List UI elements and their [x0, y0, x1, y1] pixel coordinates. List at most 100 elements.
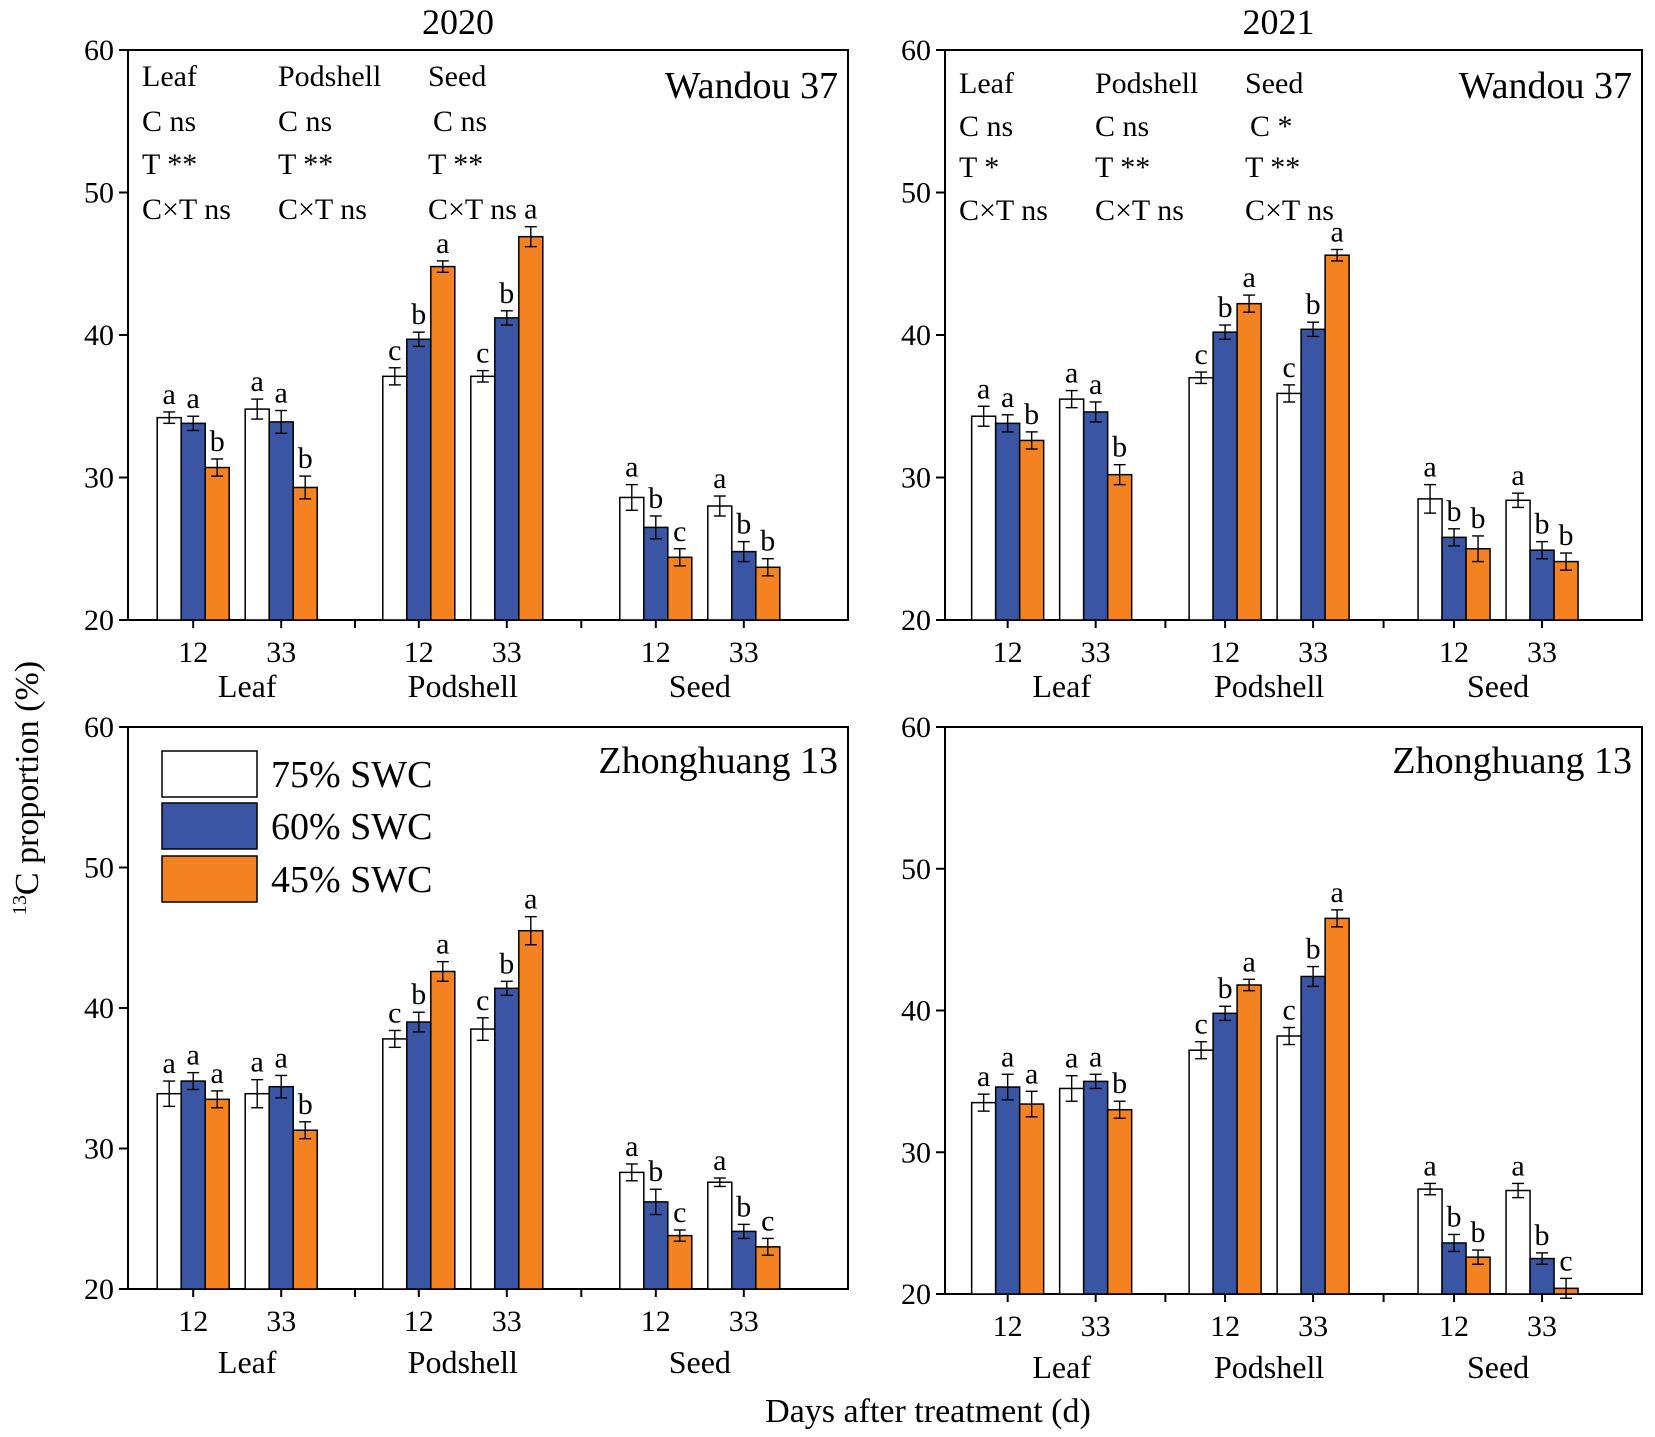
y-tick-label: 30: [84, 1133, 114, 1166]
bar: [1324, 917, 1350, 1295]
bar: [406, 1021, 432, 1290]
bar: [707, 1181, 733, 1290]
y-tick-label: 20: [84, 604, 114, 637]
anova-text: C ns: [142, 105, 196, 138]
significance-letter: a: [1001, 381, 1014, 414]
x-group-label: Leaf: [1032, 1349, 1091, 1385]
bar: [244, 408, 270, 621]
bar: [1236, 984, 1262, 1295]
significance-letter: a: [1089, 368, 1102, 401]
significance-letter: c: [1194, 338, 1207, 371]
y-tick-label: 30: [901, 1136, 931, 1169]
significance-letter: b: [1218, 291, 1233, 324]
legend-label: 60% SWC: [271, 806, 433, 848]
significance-letter: a: [1511, 1149, 1524, 1182]
x-group-label: Seed: [1467, 668, 1529, 704]
panel-cultivar-label: Wandou 37: [665, 65, 838, 107]
x-day-label: 33: [729, 1305, 759, 1338]
y-tick-label: 60: [84, 34, 114, 67]
x-day-label: 12: [1210, 1310, 1240, 1343]
bar: [1082, 1080, 1109, 1295]
significance-letter: c: [673, 1196, 686, 1229]
y-tick-label: 60: [901, 711, 931, 744]
panel-cultivar-label: Wandou 37: [1459, 65, 1632, 107]
significance-letter: c: [673, 515, 686, 548]
x-group-label: Podshell: [1214, 668, 1324, 704]
bar: [156, 1092, 182, 1290]
bar: [382, 1038, 408, 1290]
x-day-label: 33: [1081, 1310, 1111, 1343]
significance-letter: a: [977, 372, 990, 405]
anova-text: C ns: [433, 105, 487, 138]
bar: [494, 987, 520, 1290]
anova-text: T **: [428, 148, 483, 181]
bar: [619, 1171, 645, 1290]
x-day-label: 12: [993, 1310, 1023, 1343]
significance-letter: b: [1112, 431, 1127, 464]
anova-text: T **: [142, 148, 197, 181]
x-group-label: Leaf: [218, 668, 277, 704]
bar: [244, 1092, 270, 1290]
significance-letter: b: [1471, 502, 1486, 535]
significance-letter: a: [163, 378, 176, 411]
significance-letter: a: [1025, 1057, 1038, 1090]
x-group-label: Seed: [669, 1344, 731, 1380]
anova-text: C ns: [1095, 110, 1149, 143]
anova-text: Podshell: [1095, 67, 1198, 100]
x-day-label: 33: [266, 636, 296, 669]
bar: [994, 1086, 1021, 1295]
significance-letter: a: [1423, 1149, 1436, 1182]
anova-text: C×T ns: [428, 193, 517, 226]
significance-letter: a: [1511, 459, 1524, 492]
x-day-label: 12: [178, 1305, 208, 1338]
significance-letter: b: [411, 978, 426, 1011]
significance-letter: b: [499, 277, 514, 310]
bar: [1324, 254, 1350, 621]
legend-swatch: [161, 802, 258, 850]
significance-letter: c: [476, 337, 489, 370]
bar: [292, 1129, 318, 1290]
bar: [1188, 377, 1214, 621]
bar: [268, 421, 294, 621]
x-day-label: 33: [1298, 1310, 1328, 1343]
significance-letter: a: [524, 883, 537, 916]
bar: [1300, 328, 1326, 621]
x-day-label: 12: [404, 636, 434, 669]
bar: [1300, 975, 1326, 1295]
significance-letter: b: [736, 508, 751, 541]
x-day-label: 12: [1439, 636, 1469, 669]
y-tick-label: 40: [901, 995, 931, 1028]
bar: [667, 556, 693, 621]
bar: [204, 1098, 230, 1290]
y-tick-label: 30: [84, 462, 114, 495]
significance-letter: a: [1330, 876, 1343, 909]
significance-letter: a: [1001, 1040, 1014, 1073]
bar: [1505, 1189, 1531, 1295]
x-day-label: 12: [993, 636, 1023, 669]
significance-letter: a: [1242, 261, 1255, 294]
x-day-label: 12: [1210, 636, 1240, 669]
bar: [204, 466, 230, 621]
bar: [268, 1085, 294, 1290]
x-group-label: Leaf: [1032, 668, 1091, 704]
significance-letter: c: [1559, 1244, 1572, 1277]
y-tick-label: 60: [901, 34, 931, 67]
bar: [406, 338, 432, 621]
significance-letter: c: [1282, 994, 1295, 1027]
legend-label: 45% SWC: [271, 859, 433, 901]
significance-letter: a: [436, 227, 449, 260]
bar: [1058, 398, 1085, 621]
significance-letter: a: [625, 451, 638, 484]
significance-letter: b: [1447, 1200, 1462, 1233]
significance-letter: a: [436, 928, 449, 961]
bar: [1106, 1108, 1133, 1295]
y-tick-label: 30: [901, 462, 931, 495]
bar: [1441, 536, 1467, 621]
y-tick-label: 20: [901, 1278, 931, 1311]
panel-year-title: 2021: [1243, 2, 1315, 42]
x-day-label: 33: [492, 1305, 522, 1338]
x-day-label: 33: [729, 636, 759, 669]
significance-letter: c: [1282, 351, 1295, 384]
